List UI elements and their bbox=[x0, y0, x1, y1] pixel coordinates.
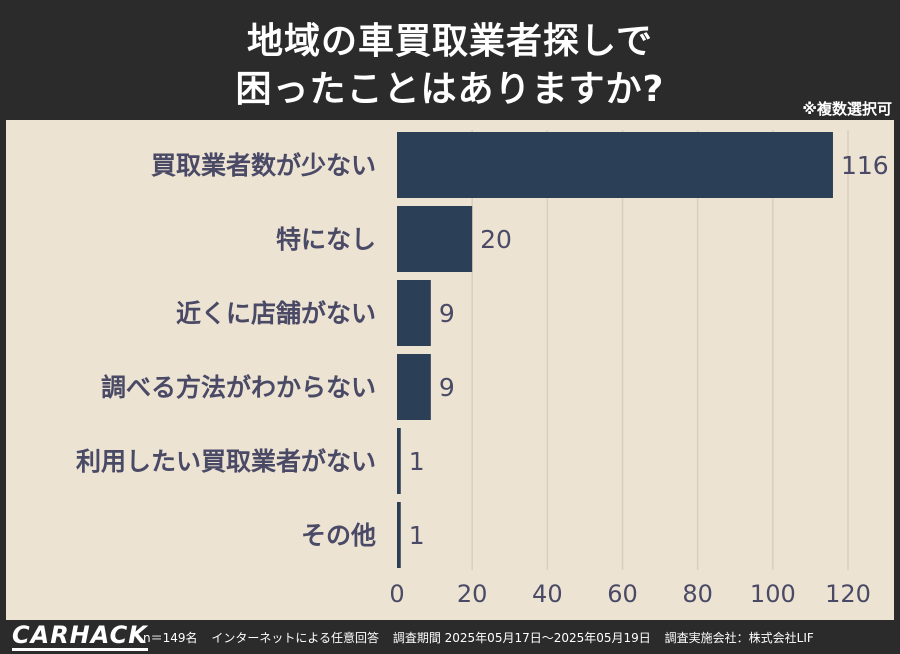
x-tick-label: 0 bbox=[389, 580, 404, 608]
sample-size: n＝149名 bbox=[143, 631, 198, 645]
chart-title-line-2: 困ったことはありますか? bbox=[235, 69, 665, 110]
value-label: 1 bbox=[409, 521, 425, 550]
x-tick-label: 20 bbox=[457, 580, 488, 608]
x-tick-label: 40 bbox=[532, 580, 563, 608]
x-tick-label: 120 bbox=[825, 580, 871, 608]
survey-method: インターネットによる任意回答 bbox=[211, 631, 379, 645]
header: 地域の車買取業者探しで 困ったことはありますか? ※複数選択可 bbox=[0, 0, 900, 120]
bar bbox=[397, 502, 401, 568]
grid-lines bbox=[471, 130, 849, 570]
x-tick-label: 100 bbox=[750, 580, 796, 608]
bar bbox=[397, 132, 833, 198]
category-label: 近くに店舗がない bbox=[176, 299, 376, 328]
bar-chart: 買取業者数が少ない特になし近くに店舗がない調べる方法がわからない利用したい買取業… bbox=[76, 130, 889, 608]
value-label: 1 bbox=[409, 447, 425, 476]
chart-title-line-1: 地域の車買取業者探しで bbox=[247, 21, 653, 62]
value-labels: 116 20 9 9 1 1 bbox=[409, 151, 889, 550]
bar bbox=[397, 206, 473, 272]
category-label: 買取業者数が少ない bbox=[151, 151, 376, 180]
category-label: 利用したい買取業者がない bbox=[76, 447, 376, 476]
x-axis-ticks: 0 20 40 60 80 100 120 bbox=[389, 580, 871, 608]
value-label: 9 bbox=[439, 373, 455, 402]
bar bbox=[397, 354, 431, 420]
survey-company: 調査実施会社：株式会社LIF bbox=[664, 631, 814, 645]
value-label: 116 bbox=[841, 151, 889, 180]
x-tick-label: 80 bbox=[682, 580, 713, 608]
footer: CARHACK n＝149名 インターネットによる任意回答 調査期間 2025年… bbox=[0, 620, 900, 654]
category-labels: 買取業者数が少ない特になし近くに店舗がない調べる方法がわからない利用したい買取業… bbox=[76, 151, 376, 550]
value-label: 9 bbox=[439, 299, 455, 328]
bar bbox=[397, 428, 401, 494]
category-label: 調べる方法がわからない bbox=[101, 373, 376, 402]
chart-panel: 買取業者数が少ない特になし近くに店舗がない調べる方法がわからない利用したい買取業… bbox=[6, 120, 894, 620]
category-label: その他 bbox=[301, 521, 376, 550]
survey-period: 調査期間 2025年05月17日～2025年05月19日 bbox=[392, 631, 651, 645]
category-label: 特になし bbox=[276, 225, 376, 254]
bars bbox=[397, 132, 833, 568]
multiple-choice-note: ※複数選択可 bbox=[802, 100, 892, 118]
x-tick-label: 60 bbox=[607, 580, 638, 608]
survey-info: n＝149名 インターネットによる任意回答 調査期間 2025年05月17日～2… bbox=[143, 629, 824, 646]
value-label: 20 bbox=[480, 225, 512, 254]
bar bbox=[397, 280, 431, 346]
carhack-logo: CARHACK bbox=[12, 621, 148, 651]
